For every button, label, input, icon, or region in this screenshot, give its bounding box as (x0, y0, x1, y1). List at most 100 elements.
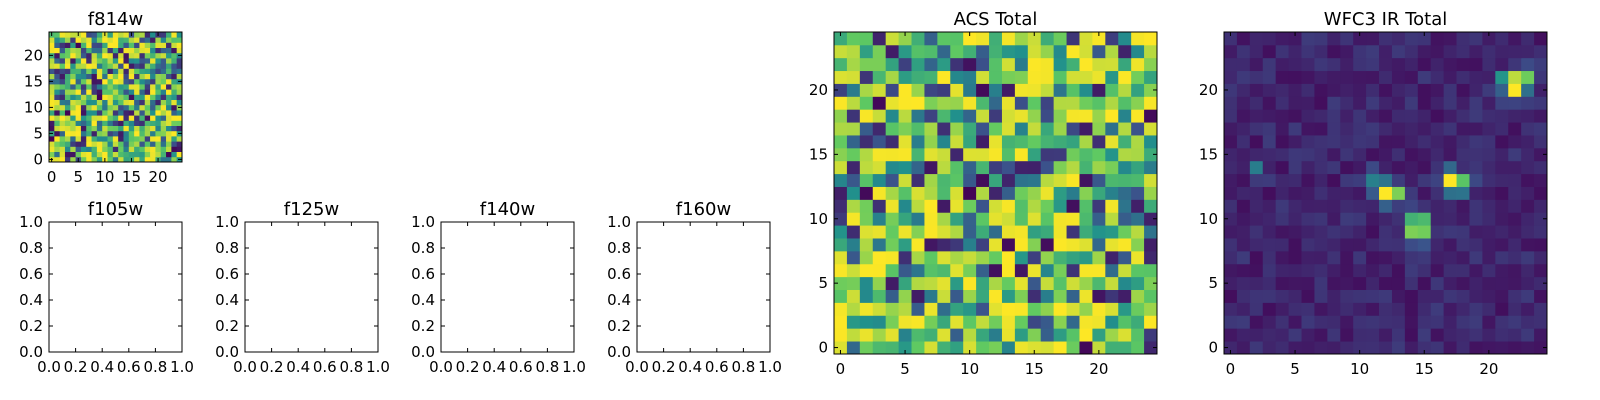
heatmap-cell (963, 238, 977, 252)
heatmap-cell (1053, 186, 1067, 200)
heatmap-cell (1417, 250, 1432, 265)
heatmap-cell (155, 47, 162, 54)
heatmap-cell (1224, 83, 1238, 97)
heatmap-cell (1092, 315, 1106, 329)
heatmap-cell (91, 68, 98, 74)
heatmap-cell (112, 141, 119, 147)
heatmap-cell (1534, 212, 1548, 226)
heatmap-cell (1469, 109, 1483, 123)
heatmap-cell (1066, 173, 1080, 187)
heatmap-cell (1262, 186, 1277, 200)
heatmap-cell (846, 70, 861, 84)
x-tick-label: 0 (1226, 360, 1236, 378)
y-tick-label: 0.8 (411, 239, 435, 257)
heatmap-cell (1482, 83, 1496, 97)
heatmap-cell (859, 315, 874, 329)
heatmap-cell (176, 94, 183, 100)
heatmap-cell (118, 47, 124, 54)
heatmap-cell (91, 151, 98, 158)
heatmap-cell (1456, 122, 1470, 136)
heatmap-cell (1288, 250, 1302, 265)
heatmap-cell (1404, 122, 1419, 136)
heatmap-cell (898, 212, 912, 226)
heatmap-cell (123, 68, 130, 74)
heatmap-cell (989, 302, 1003, 316)
heatmap-cell (1404, 32, 1419, 46)
heatmap-cell (128, 52, 135, 59)
heatmap-cell (1131, 225, 1145, 239)
heatmap-cell (49, 146, 55, 152)
heatmap-cell (1224, 315, 1238, 329)
heatmap-cell (1456, 135, 1470, 149)
heatmap-cell (1001, 302, 1016, 316)
heatmap-cell (139, 104, 146, 111)
heatmap-cell (1144, 109, 1158, 123)
heatmap-cell (96, 125, 103, 132)
heatmap-cell (1456, 109, 1470, 123)
heatmap-cell (1353, 70, 1367, 84)
heatmap-cell (1288, 276, 1302, 290)
heatmap-cell (834, 225, 848, 239)
heatmap-cell (123, 110, 130, 116)
heatmap-cell (80, 99, 87, 106)
heatmap-cell (1482, 250, 1496, 265)
heatmap-cell (937, 122, 951, 136)
heatmap-cell (80, 104, 87, 111)
heatmap-cell (1001, 238, 1016, 252)
heatmap-cell (846, 263, 861, 278)
heatmap-cell (1001, 135, 1016, 149)
heatmap-cell (171, 68, 178, 74)
heatmap-cell (176, 110, 183, 116)
heatmap-cell (1417, 263, 1432, 278)
heatmap-cell (859, 44, 874, 59)
heatmap-cell (1014, 160, 1029, 175)
heatmap-cell (1236, 238, 1251, 252)
y-tick-label: 10 (1199, 210, 1218, 228)
heatmap-cell (150, 89, 156, 95)
heatmap-cell (64, 84, 71, 90)
heatmap-cell (1430, 135, 1445, 149)
heatmap-cell (70, 136, 76, 142)
heatmap-cell (54, 84, 61, 90)
heatmap-cell (75, 68, 82, 74)
heatmap-cell (1027, 250, 1042, 265)
heatmap-cell (160, 99, 167, 106)
heatmap-cell (1236, 109, 1251, 123)
y-tick-label: 0.2 (215, 317, 239, 335)
heatmap-cell (118, 37, 124, 43)
heatmap-cell (989, 263, 1003, 278)
heatmap-cell (937, 263, 951, 278)
heatmap-cell (160, 151, 167, 158)
heatmap-cell (160, 42, 167, 48)
heatmap-cell (1391, 276, 1406, 290)
heatmap-cell (70, 146, 76, 152)
heatmap-cell (1456, 212, 1470, 226)
heatmap-cell (1456, 147, 1470, 162)
heatmap-cell (872, 225, 887, 239)
heatmap-cell (80, 136, 87, 142)
heatmap-cell (950, 70, 964, 84)
heatmap-cell (1275, 341, 1289, 355)
heatmap-cell (963, 186, 977, 200)
heatmap-cell (107, 141, 114, 147)
heatmap-cell (160, 94, 167, 100)
heatmap-cell (86, 32, 92, 38)
heatmap-cell (976, 57, 990, 72)
heatmap-cell (885, 70, 899, 84)
heatmap-cell (1495, 109, 1509, 123)
heatmap-cell (118, 52, 124, 59)
heatmap-cell (950, 57, 964, 72)
heatmap-cell (1353, 57, 1367, 72)
heatmap-cell (1079, 289, 1093, 303)
heatmap-cell (1092, 147, 1106, 162)
heatmap-cell (937, 160, 951, 175)
heatmap-cell (1014, 173, 1029, 187)
heatmap-cell (75, 42, 82, 48)
heatmap-cell (859, 147, 874, 162)
heatmap-cell (989, 173, 1003, 187)
heatmap-cell (1027, 302, 1042, 316)
heatmap-cell (144, 99, 151, 106)
heatmap-cell (176, 151, 183, 158)
heatmap-cell (1131, 199, 1145, 213)
heatmap-cell (846, 83, 861, 97)
